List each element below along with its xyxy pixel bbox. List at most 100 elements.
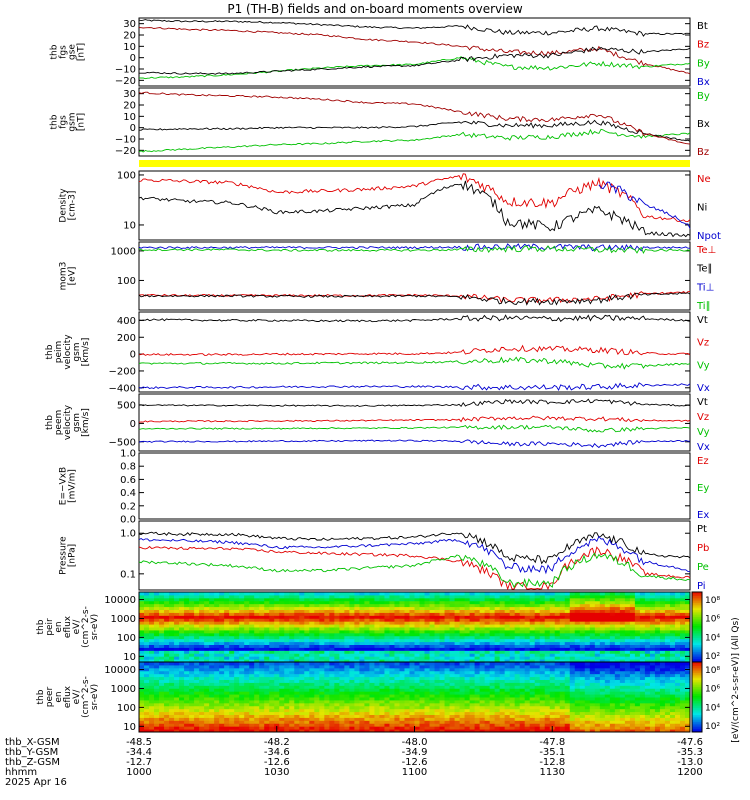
y-axis-label: eflux (63, 685, 73, 708)
mode-bar (139, 160, 690, 167)
y-axis-label: fgs (59, 115, 69, 129)
series-group-1 (138, 91, 691, 153)
series-Npot (598, 181, 691, 229)
y-tick-label: 1.0 (120, 449, 136, 460)
y-tick-label: −10 (115, 65, 136, 76)
y-axis-label: [km/s] (81, 408, 91, 437)
y-axis-label: thb (45, 415, 55, 430)
x-tick-label-y: -34.6 (264, 747, 290, 758)
x-row-label: thb_Y-GSM (5, 747, 58, 758)
y-axis-label: gsm (72, 413, 82, 432)
legend-entry: Pt (697, 524, 707, 535)
y-axis-label: velocity (63, 404, 73, 440)
y-axis-label: en (54, 691, 64, 702)
series-Pb (138, 545, 691, 591)
y-axis-label: peem (54, 410, 64, 436)
y-axis-label: E=−VxB (59, 467, 69, 505)
y-axis-label: [nPa] (68, 544, 78, 567)
y-axis-label: thb (50, 114, 60, 129)
legend-entry: Vz (697, 338, 709, 349)
series-By (138, 128, 691, 153)
legend-entry: Bt (697, 21, 708, 32)
legend-entry: Vx (697, 442, 710, 453)
y-axis-label: [mV/m] (68, 469, 78, 503)
y-tick-label: 1000 (111, 246, 136, 257)
y-tick-label: 30 (123, 19, 136, 30)
series-Ne (138, 173, 691, 223)
panel-frame-0 (138, 17, 691, 87)
y-tick-label: 0 (130, 419, 136, 430)
x-row-label: hhmm (5, 767, 37, 778)
x-tick-label-z: -12.7 (126, 757, 152, 768)
series-Vz (138, 344, 691, 356)
series-Pt (138, 531, 691, 565)
y-tick-label: 10000 (104, 595, 136, 606)
y-axis-label: gsm (68, 112, 78, 131)
legend-entry: Vt (697, 397, 708, 408)
y-tick-label: 100 (117, 276, 136, 287)
y-axis-label: (cm^2-s- (81, 676, 91, 718)
colorbar-tick-label: 10⁶ (705, 615, 720, 625)
legend-entry: Vt (697, 315, 708, 326)
y-tick-label: −20 (115, 146, 136, 157)
y-tick-label: 10 (123, 722, 136, 733)
y-tick-label: 1.0 (120, 529, 136, 540)
y-axis-label: fgs (59, 45, 69, 59)
legend-entry: Pe (697, 562, 709, 573)
x-tick-label-t: 1030 (264, 767, 289, 778)
colorbar-tick-label: 10² (705, 652, 720, 662)
y-tick-label: 100 (117, 633, 136, 644)
colorbar-label: [eV/(cm^2-s-sr-eV)] (All Qs) (731, 617, 741, 742)
y-tick-label: −20 (115, 76, 136, 87)
x-row-label: thb_X-GSM (5, 737, 60, 748)
y-axis-label: thb (36, 689, 46, 704)
x-tick-label-y: -35.1 (539, 747, 565, 758)
x-tick-label-t: 1100 (402, 767, 427, 778)
y-axis-label: en (54, 621, 64, 632)
series-group-5 (138, 398, 691, 449)
x-tick-label-z: -12.6 (264, 757, 290, 768)
x-row-label: 2025 Apr 16 (5, 777, 67, 788)
spectrogram-2 (139, 662, 691, 733)
series-Ni (138, 180, 691, 238)
y-axis-label: mom3 (59, 262, 69, 291)
colorbar-tick-label: 10⁸ (705, 596, 720, 606)
panel-frame-3 (138, 241, 691, 311)
series-Bx (139, 46, 691, 75)
y-tick-label: 10000 (104, 665, 136, 676)
series-group-7 (138, 531, 691, 591)
series-Pe (138, 552, 691, 589)
y-axis-label: [cm-3] (68, 191, 78, 221)
y-tick-label: 0.4 (120, 488, 136, 499)
legend-entry: Bz (697, 147, 709, 158)
y-axis-label: sr-eV) (90, 614, 100, 640)
y-axis-label: [nT] (77, 43, 87, 61)
colorbar-tick-label: 10⁴ (705, 633, 720, 643)
x-tick-label-z: -12.6 (402, 757, 428, 768)
series-Vz (138, 415, 691, 423)
series-Ti⊥ (138, 243, 690, 252)
y-tick-label: 0 (130, 123, 136, 134)
legend-entry: Ni (697, 203, 707, 214)
series-group-0 (138, 19, 691, 80)
x-tick-label-x: -48.0 (402, 737, 428, 748)
y-tick-label: 0.1 (120, 569, 136, 580)
legend-entry: Te⊥ (696, 245, 716, 256)
x-tick-label-z: -12.8 (539, 757, 565, 768)
series-Ti∥ (138, 245, 691, 255)
legend-entry: Npot (697, 231, 721, 242)
legend-entry: Ne (697, 174, 711, 185)
y-axis-label: velocity (63, 334, 73, 370)
series-Te∥ (138, 292, 691, 306)
legend-entry: By (697, 91, 710, 102)
y-axis-label: eflux (63, 615, 73, 638)
y-tick-label: 1000 (111, 614, 136, 625)
colorbar-0 (691, 591, 703, 663)
series-Vy (138, 424, 691, 433)
panel-frame-7 (138, 520, 691, 591)
y-tick-label: −200 (109, 366, 136, 377)
y-axis-label: [km/s] (81, 338, 91, 367)
y-axis-label: peer (45, 686, 55, 707)
legend-entry: Ez (697, 456, 709, 467)
y-tick-label: 0 (130, 350, 136, 361)
